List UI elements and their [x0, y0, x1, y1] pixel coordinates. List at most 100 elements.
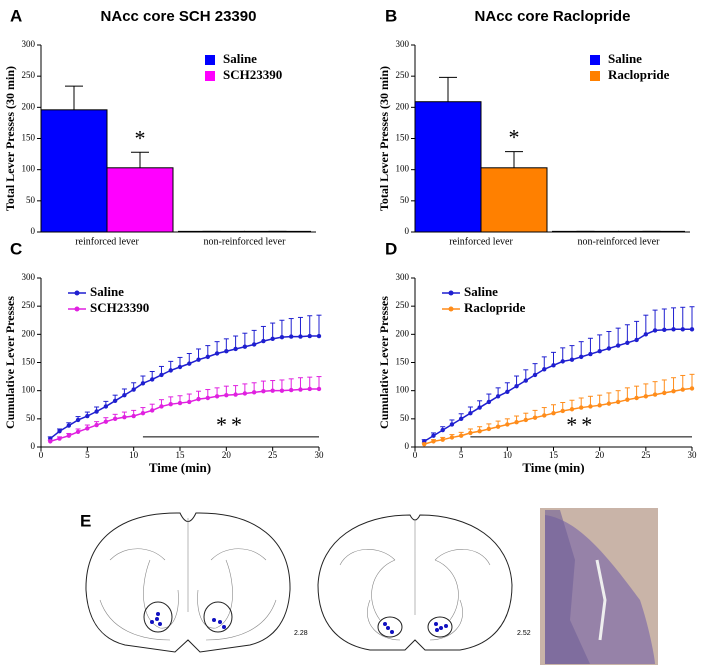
legend-label: Saline — [90, 284, 124, 299]
data-point — [279, 388, 285, 393]
data-point — [671, 327, 676, 332]
legend-label: SCH23390 — [223, 67, 282, 82]
y-tick-label: 250 — [396, 300, 410, 310]
series-line — [49, 335, 319, 440]
data-point — [652, 392, 658, 397]
data-point — [112, 416, 118, 422]
data-point — [159, 372, 164, 378]
nacc-outline — [427, 616, 453, 638]
x-tick-label: non-reinforced lever — [204, 236, 287, 247]
legend-swatch — [205, 71, 215, 81]
data-point — [569, 357, 575, 362]
data-point — [495, 424, 501, 429]
data-point — [242, 344, 248, 349]
data-point — [196, 396, 201, 402]
data-point — [307, 333, 312, 339]
data-point — [514, 420, 519, 425]
x-tick-label: 15 — [549, 450, 559, 460]
y-tick-label: 100 — [396, 164, 410, 174]
x-tick-label: reinforced lever — [449, 236, 513, 247]
tissue-track — [595, 559, 607, 641]
data-point — [486, 426, 492, 432]
y-tick-label: 50 — [400, 195, 410, 205]
y-tick-label: 300 — [396, 39, 410, 49]
data-point — [66, 433, 72, 438]
data-point — [140, 411, 146, 416]
data-point — [261, 389, 266, 394]
data-point — [224, 392, 229, 398]
y-tick-label: 50 — [26, 413, 36, 423]
data-point — [634, 395, 639, 401]
y-tick-label: 250 — [22, 70, 36, 80]
bar — [106, 167, 174, 233]
data-point — [449, 435, 455, 440]
data-point — [551, 411, 556, 416]
y-tick-label: 300 — [22, 272, 36, 282]
section-label: 2.52 — [517, 630, 531, 637]
data-point — [615, 399, 621, 405]
data-point — [168, 368, 173, 373]
data-point — [66, 423, 72, 428]
x-tick-label: reinforced lever — [75, 236, 139, 247]
x-tick-label: 0 — [39, 450, 44, 460]
data-point — [606, 346, 612, 351]
data-point — [140, 381, 146, 386]
y-tick-label: 300 — [22, 39, 36, 49]
brain-structure — [99, 518, 277, 641]
data-point — [233, 346, 238, 352]
x-tick-label: 20 — [222, 450, 232, 460]
data-point — [523, 417, 528, 423]
data-point — [103, 404, 109, 409]
x-tick-label: 30 — [315, 450, 325, 460]
data-point — [168, 401, 173, 407]
nacc-outline — [203, 601, 233, 633]
x-tick-label: 30 — [688, 450, 698, 460]
data-point — [298, 387, 303, 392]
data-point — [122, 414, 127, 420]
panel-letter: C — [10, 239, 22, 258]
data-point — [588, 351, 593, 357]
data-point — [214, 394, 220, 399]
y-tick-label: 150 — [22, 133, 36, 143]
y-tick-label: 200 — [22, 328, 36, 338]
data-point — [150, 377, 155, 382]
data-point — [75, 429, 81, 434]
data-point — [458, 433, 464, 438]
y-axis-label: Total Lever Presses (30 min) — [377, 66, 391, 211]
data-point — [468, 411, 473, 416]
legend-swatch — [590, 55, 600, 65]
data-point — [505, 422, 510, 427]
data-point — [214, 351, 220, 356]
legend-marker — [448, 290, 454, 296]
data-point — [103, 419, 109, 424]
nacc-outline — [143, 601, 173, 633]
data-point — [159, 404, 164, 409]
data-point — [652, 328, 658, 333]
data-point — [131, 413, 136, 419]
chart-panel: B NAcc core Raclopride Total Lever Presses… — [377, 6, 690, 247]
data-point — [431, 439, 436, 444]
data-point — [643, 394, 649, 399]
x-axis-label: Time (min) — [522, 460, 584, 475]
significance-mark: * — [135, 125, 146, 150]
data-point — [233, 392, 238, 397]
y-tick-label: 150 — [396, 357, 410, 367]
legend-label: Saline — [223, 51, 257, 66]
significance-mark: ** — [216, 412, 246, 437]
y-tick-label: 50 — [26, 195, 36, 205]
y-tick-label: 200 — [22, 101, 36, 111]
data-point — [196, 357, 201, 362]
data-point — [588, 404, 593, 409]
bar — [618, 230, 685, 233]
data-point — [615, 343, 621, 348]
legend-marker — [74, 290, 80, 296]
data-point — [505, 389, 510, 394]
data-point — [606, 401, 612, 406]
bar — [552, 230, 619, 233]
data-point — [94, 409, 99, 414]
data-point — [298, 334, 303, 339]
data-point — [85, 413, 90, 419]
brain-outline — [85, 512, 291, 653]
